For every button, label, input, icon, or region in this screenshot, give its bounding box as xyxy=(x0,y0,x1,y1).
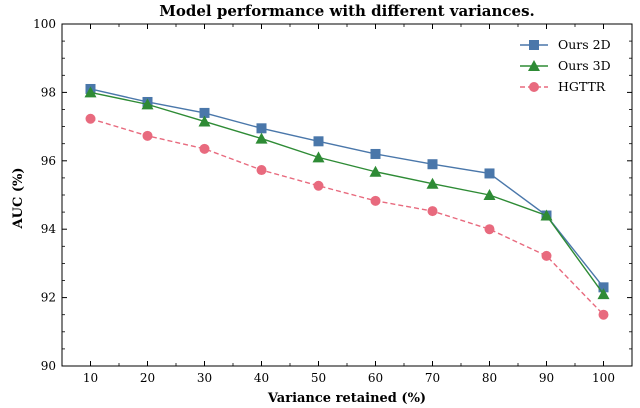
data-point-ours-3d xyxy=(84,86,97,98)
legend-marker-hgttr xyxy=(529,82,539,92)
x-tick-label: 10 xyxy=(83,371,98,385)
data-point-hgttr xyxy=(313,180,324,191)
data-point-ours-3d xyxy=(369,165,382,177)
chart-title: Model performance with different varianc… xyxy=(159,2,534,20)
y-tick-label: 98 xyxy=(41,85,56,99)
data-point-hgttr xyxy=(598,309,609,320)
data-point-hgttr xyxy=(370,195,381,206)
series-line-ours-2d xyxy=(90,88,605,288)
x-tick-label: 30 xyxy=(197,371,212,385)
data-point-ours-3d xyxy=(141,98,154,110)
y-tick-label: 92 xyxy=(41,291,56,305)
series-line-hgttr xyxy=(90,118,605,316)
data-point-ours-3d xyxy=(483,189,496,200)
y-tick-label: 94 xyxy=(41,222,57,236)
data-point-ours-2d xyxy=(256,123,267,134)
series-line-ours-3d xyxy=(90,91,605,295)
data-point-ours-3d xyxy=(198,115,211,127)
data-point-hgttr xyxy=(427,206,438,217)
data-point-hgttr xyxy=(484,224,495,235)
data-point-ours-2d xyxy=(370,148,381,159)
x-tick-label: 50 xyxy=(311,371,326,385)
data-point-hgttr xyxy=(199,143,210,154)
x-tick-label: 100 xyxy=(592,371,615,385)
data-point-ours-2d xyxy=(598,282,609,293)
data-point-ours-3d xyxy=(597,288,610,300)
plot-area: 10 20 30 40 50 60 70 80 90 100 90 92 94 96 98 100 Ours 2… xyxy=(33,17,633,385)
data-point-hgttr xyxy=(142,130,153,141)
data-point-ours-2d xyxy=(427,159,438,170)
x-tick-label: 60 xyxy=(368,371,383,385)
x-axis-label: Variance retained (%) xyxy=(267,391,426,406)
y-tick-label: 90 xyxy=(41,359,56,373)
y-tick-label: 100 xyxy=(33,17,56,31)
x-tick-label: 20 xyxy=(140,371,155,385)
legend-label-hgttr: HGTTR xyxy=(558,79,606,94)
data-point-ours-2d xyxy=(199,107,210,118)
data-point-hgttr xyxy=(85,113,96,124)
plot-frame xyxy=(61,23,633,367)
data-point-hgttr xyxy=(256,165,267,176)
x-tick-label: 40 xyxy=(254,371,269,385)
x-tick-label: 70 xyxy=(425,371,440,385)
data-point-ours-3d xyxy=(540,209,553,221)
data-point-ours-3d xyxy=(255,132,268,144)
data-point-ours-3d xyxy=(426,177,439,189)
x-tick-label: 80 xyxy=(482,371,497,385)
legend-label-ours-2d: Ours 2D xyxy=(558,37,611,52)
data-point-ours-2d xyxy=(484,168,495,179)
data-point-ours-3d xyxy=(312,151,325,163)
legend-marker-ours-3d xyxy=(528,60,540,71)
legend-marker-ours-2d xyxy=(529,40,539,50)
y-tick-label: 96 xyxy=(41,154,56,168)
data-point-hgttr xyxy=(541,250,552,261)
data-point-ours-2d xyxy=(313,136,324,147)
x-tick-label: 90 xyxy=(539,371,554,385)
y-axis-label: AUC (%) xyxy=(11,168,26,230)
legend-label-ours-3d: Ours 3D xyxy=(558,58,611,73)
